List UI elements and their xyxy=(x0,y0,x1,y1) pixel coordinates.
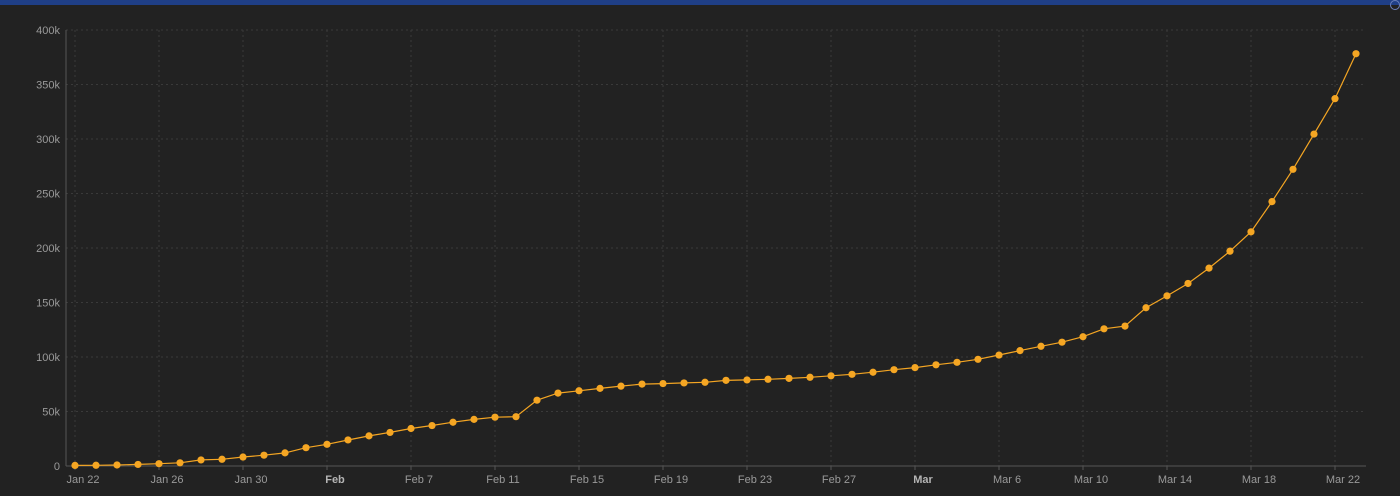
data-point[interactable] xyxy=(1184,279,1192,288)
data-point[interactable] xyxy=(575,387,583,395)
y-tick-label: 200k xyxy=(36,243,60,255)
data-point[interactable] xyxy=(260,451,268,459)
data-point[interactable] xyxy=(596,384,604,392)
data-point[interactable] xyxy=(1268,197,1276,206)
x-tick-label: Feb xyxy=(325,474,345,486)
data-point[interactable] xyxy=(1142,304,1150,312)
y-tick-label: 150k xyxy=(36,298,60,310)
data-point[interactable] xyxy=(134,460,142,469)
x-tick-label: Feb 27 xyxy=(822,474,856,486)
x-tick-label: Feb 11 xyxy=(486,474,519,486)
x-tick-label: Jan 22 xyxy=(66,474,99,486)
data-point[interactable] xyxy=(659,379,667,388)
axes xyxy=(65,30,1366,470)
data-point[interactable] xyxy=(1331,95,1339,103)
y-tick-label: 100k xyxy=(36,352,60,364)
data-point[interactable] xyxy=(974,355,982,363)
data-point[interactable] xyxy=(1016,347,1024,355)
data-point[interactable] xyxy=(848,370,856,378)
data-point[interactable] xyxy=(302,444,310,452)
data-point[interactable] xyxy=(1100,325,1108,333)
grid xyxy=(66,29,1366,466)
data-point[interactable] xyxy=(491,413,499,421)
data-point[interactable] xyxy=(764,375,772,383)
data-point[interactable] xyxy=(1352,50,1360,58)
x-tick-label: Mar 22 xyxy=(1326,474,1360,486)
data-point[interactable] xyxy=(113,461,121,469)
x-tick-label: Feb 7 xyxy=(405,474,433,486)
data-point[interactable] xyxy=(1058,338,1066,346)
data-point[interactable] xyxy=(428,421,436,430)
data-point[interactable] xyxy=(890,366,898,374)
data-point[interactable] xyxy=(638,380,646,388)
data-point[interactable] xyxy=(92,461,100,469)
data-point[interactable] xyxy=(617,382,625,390)
data-point[interactable] xyxy=(239,453,247,461)
x-tick-label: Mar 10 xyxy=(1074,474,1108,486)
data-point[interactable] xyxy=(1079,333,1087,341)
data-point[interactable] xyxy=(1310,130,1318,138)
data-point[interactable] xyxy=(197,456,205,464)
x-tick-label: Mar 6 xyxy=(993,474,1021,486)
data-point[interactable] xyxy=(953,358,961,366)
y-tick-label: 350k xyxy=(36,80,60,92)
x-tick-label: Mar 18 xyxy=(1242,474,1276,486)
data-point[interactable] xyxy=(722,376,730,384)
y-axis-ticks: 0 50k 100k 150k 200k 250k 300k 350k 400k xyxy=(36,25,60,473)
data-point[interactable] xyxy=(1037,342,1045,350)
data-point[interactable] xyxy=(1205,264,1213,272)
data-point[interactable] xyxy=(533,396,541,404)
data-point[interactable] xyxy=(1247,228,1255,236)
data-point[interactable] xyxy=(911,363,919,372)
data-point[interactable] xyxy=(1163,292,1171,300)
data-point[interactable] xyxy=(470,415,478,423)
data-point[interactable] xyxy=(218,455,226,463)
y-tick-label: 400k xyxy=(36,25,60,37)
data-point[interactable] xyxy=(365,432,373,440)
data-point[interactable] xyxy=(449,418,457,426)
y-tick-label: 50k xyxy=(42,407,60,419)
y-tick-label: 300k xyxy=(36,134,60,146)
data-point[interactable] xyxy=(386,428,394,437)
x-tick-label: Mar xyxy=(913,474,933,486)
data-point[interactable] xyxy=(701,378,709,386)
data-point[interactable] xyxy=(323,440,331,448)
data-point[interactable] xyxy=(281,449,289,457)
data-point[interactable] xyxy=(1121,322,1129,330)
data-point[interactable] xyxy=(407,424,415,433)
data-point[interactable] xyxy=(806,373,814,381)
data-point[interactable] xyxy=(680,379,688,387)
data-point[interactable] xyxy=(1289,165,1297,173)
x-tick-label: Mar 14 xyxy=(1158,474,1192,486)
data-point[interactable] xyxy=(176,459,184,467)
data-point[interactable] xyxy=(554,389,562,397)
x-tick-label: Feb 15 xyxy=(570,474,604,486)
series-line xyxy=(74,53,1357,466)
y-tick-label: 250k xyxy=(36,189,60,201)
data-point[interactable] xyxy=(1226,247,1234,255)
data-point[interactable] xyxy=(743,376,751,384)
data-point[interactable] xyxy=(932,361,940,369)
data-point[interactable] xyxy=(995,351,1003,359)
x-axis-ticks: Jan 22 Jan 26 Jan 30 Feb Feb 7 Feb 11 Feb 15 Fe… xyxy=(66,474,1360,486)
data-points xyxy=(71,50,1360,469)
data-point[interactable] xyxy=(827,372,835,380)
series-line-layer xyxy=(74,53,1357,466)
data-point[interactable] xyxy=(155,460,163,468)
x-tick-label: Feb 23 xyxy=(738,474,772,486)
data-point[interactable] xyxy=(785,374,793,382)
data-point[interactable] xyxy=(512,413,520,421)
data-point[interactable] xyxy=(344,436,352,444)
x-tick-label: Feb 19 xyxy=(654,474,688,486)
y-tick-label: 0 xyxy=(54,461,60,473)
data-point[interactable] xyxy=(869,368,877,376)
data-point[interactable] xyxy=(71,461,79,469)
x-tick-label: Jan 26 xyxy=(150,474,183,486)
top-accent-bar xyxy=(0,0,1400,5)
x-tick-label: Jan 30 xyxy=(234,474,267,486)
